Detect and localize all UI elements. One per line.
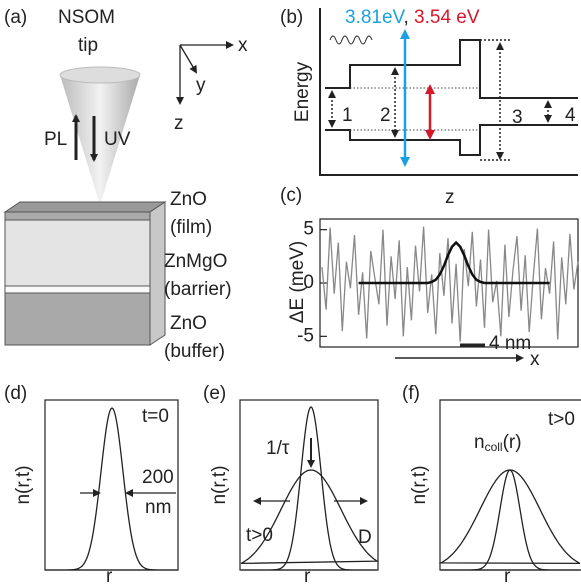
sample-block — [3, 201, 167, 346]
profile — [438, 469, 581, 565]
x-label: x — [530, 349, 540, 370]
panel-b: (b) 3.81eV, 3.54 eV Energy z 1 2 3 4 — [280, 7, 578, 208]
y-tick-label: 5 — [303, 219, 314, 240]
panel-label: (f) — [402, 383, 420, 404]
time-label: t>0 — [548, 409, 575, 430]
profile — [45, 407, 178, 571]
nsom-tip — [60, 75, 140, 205]
region-label: 2 — [380, 105, 391, 126]
panel-label: (c) — [280, 185, 302, 206]
y-label: n(r,t) — [209, 465, 230, 504]
data-line — [358, 240, 550, 285]
pl-label: PL — [44, 129, 67, 150]
panel-label: (a) — [4, 7, 27, 28]
panel-e: (e) n(r,t) r 1/τ t>0 D — [203, 383, 380, 584]
rate-label: 1/τ — [266, 438, 290, 459]
x-label: r — [304, 566, 311, 584]
ncoll-label: ncoll(r) — [474, 432, 522, 454]
layer-label: ZnO — [170, 189, 207, 210]
y-label: n(r,t) — [409, 465, 430, 504]
time-label: t=0 — [142, 406, 169, 427]
x-label: z — [445, 187, 455, 208]
time-label: t>0 — [246, 525, 273, 546]
energy-red: 3.54 eV — [414, 7, 480, 28]
x-label: r — [106, 566, 113, 584]
layer-label: ZnO — [170, 313, 207, 334]
tip-label: NSOM — [58, 7, 115, 28]
tip-label: tip — [78, 35, 98, 56]
y-label: ΔE (meV) — [287, 241, 308, 323]
panel-c: (c) ΔE (meV) 4 nm x 5 0 -5 — [280, 185, 579, 370]
y-label: Energy — [292, 61, 313, 122]
profile — [241, 406, 377, 571]
region-label: 3 — [512, 107, 523, 128]
ncoll-main: n — [474, 432, 485, 453]
axes — [319, 8, 578, 176]
axis-y — [179, 44, 198, 74]
y-tick-label: 0 — [303, 272, 314, 293]
panel-a: (a) NSOM tip x y z PL UV ZnO (film) ZnMg… — [3, 7, 248, 362]
dotted-level — [350, 87, 480, 131]
ncoll-rest: (r) — [503, 432, 522, 453]
wave-packet — [329, 35, 373, 45]
energy-title: 3.81eV, 3.54 eV — [345, 7, 480, 28]
diffusion-label: D — [358, 527, 372, 548]
profile — [240, 469, 380, 565]
scale-bar-label: 4 nm — [489, 333, 531, 354]
layer-label: (film) — [170, 217, 212, 238]
panel-f: (f) n(r,t) r t>0 ncoll(r) — [402, 383, 581, 584]
dotted-level — [480, 39, 510, 161]
y-tick-label: -5 — [297, 325, 314, 346]
conduction-band — [325, 39, 578, 99]
width-label: 200 — [142, 467, 174, 488]
axis-label: x — [238, 35, 248, 56]
axis-label: z — [174, 113, 184, 134]
layer-label: (buffer) — [164, 341, 225, 362]
panel-label: (e) — [203, 383, 226, 404]
region-label: 4 — [565, 105, 576, 126]
ncoll-sub: coll — [485, 440, 503, 454]
axis-label: y — [196, 75, 206, 96]
tip-top — [59, 66, 141, 84]
layer-label: (barrier) — [164, 279, 232, 300]
width-label: nm — [145, 497, 171, 518]
panel-label: (b) — [280, 7, 303, 28]
region-label: 1 — [342, 105, 353, 126]
data-line — [321, 226, 579, 342]
layer-label: ZnMgO — [164, 251, 227, 272]
energy-blue: 3.81eV — [345, 7, 406, 28]
panel-label: (d) — [4, 383, 27, 404]
panel-d: (d) n(r,t) r t=0 200 nm — [4, 383, 179, 584]
separator: , — [403, 7, 408, 28]
y-label: n(r,t) — [13, 465, 34, 504]
profile — [441, 469, 580, 571]
uv-label: UV — [104, 129, 131, 150]
x-label: r — [504, 566, 511, 584]
